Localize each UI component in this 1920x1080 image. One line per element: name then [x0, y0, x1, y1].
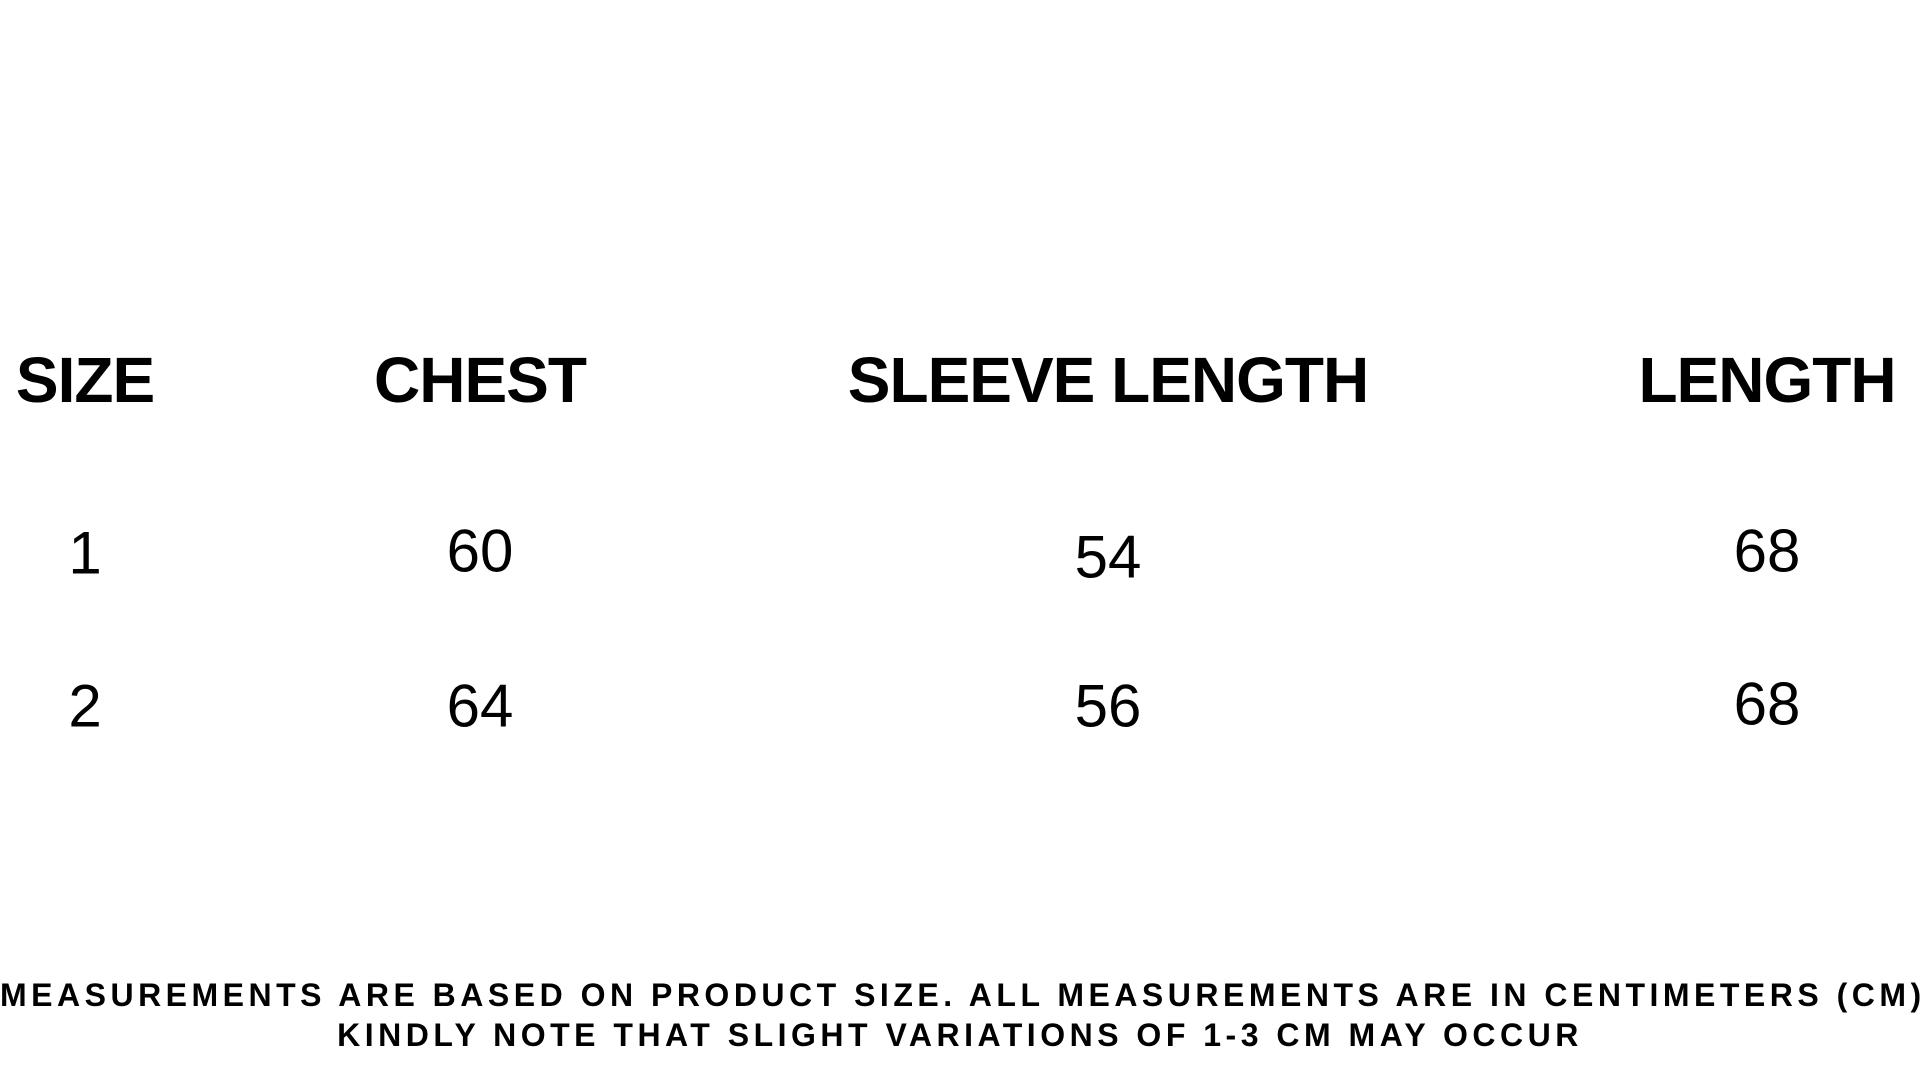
header-chest: CHEST — [374, 344, 587, 416]
row-1-chest: 60 — [446, 517, 514, 585]
row-1-size: 1 — [68, 519, 102, 587]
row-1-sleeve-length: 54 — [1074, 523, 1142, 591]
row-2-size: 2 — [68, 672, 102, 740]
header-length: LENGTH — [1638, 344, 1896, 416]
row-2-chest: 64 — [446, 672, 514, 740]
row-2-length: 68 — [1733, 670, 1801, 738]
header-size: SIZE — [15, 344, 155, 416]
measurement-note: MEASUREMENTS ARE BASED ON PRODUCT SIZE. … — [0, 977, 1920, 1013]
variation-note: KINDLY NOTE THAT SLIGHT VARIATIONS OF 1-… — [337, 1017, 1583, 1053]
row-1-length: 68 — [1733, 517, 1801, 585]
row-2-sleeve-length: 56 — [1074, 672, 1142, 740]
header-sleeve-length: SLEEVE LENGTH — [847, 344, 1369, 416]
